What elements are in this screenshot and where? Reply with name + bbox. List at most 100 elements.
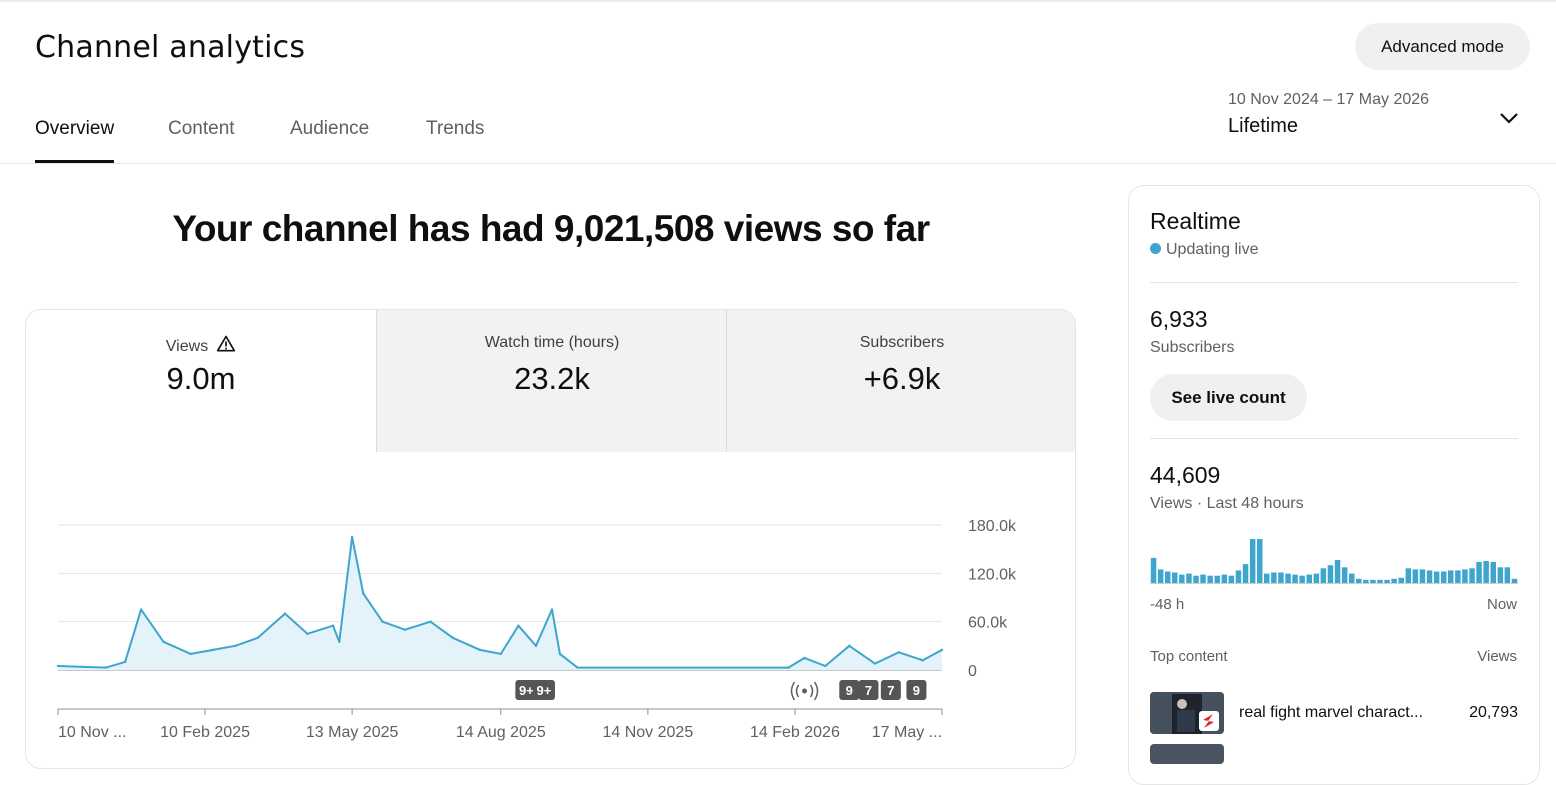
spark-bar <box>1214 575 1220 583</box>
upload-marker-label: 9 <box>846 683 853 698</box>
data-point <box>306 632 309 635</box>
data-point <box>162 640 165 644</box>
data-point <box>451 636 455 639</box>
spark-bar <box>1377 579 1383 583</box>
metric-views-tab[interactable]: Views 9.0m <box>26 310 376 452</box>
spark-bar <box>1165 571 1171 583</box>
realtime-divider <box>1150 438 1518 439</box>
realtime-views-value: 44,609 <box>1150 462 1221 488</box>
data-point <box>517 624 520 627</box>
spark-bar <box>1221 574 1228 583</box>
live-wave <box>795 684 814 698</box>
see-live-count-button[interactable]: See live count <box>1150 374 1307 421</box>
tab-content[interactable]: Content <box>168 118 235 139</box>
spark-bar <box>1200 574 1206 583</box>
spark-bar <box>1356 578 1362 583</box>
video-thumbnail[interactable] <box>1150 744 1224 764</box>
tab-overview[interactable]: Overview <box>35 118 115 139</box>
spark-bar <box>1186 573 1192 583</box>
realtime-views-label: Views · Last 48 hours <box>1150 495 1304 512</box>
metric-separator <box>376 310 377 452</box>
y-tick-label: 0 <box>968 663 977 680</box>
top-content-views: 20,793 <box>1469 704 1518 721</box>
spark-bar <box>1334 560 1341 583</box>
spark-bar <box>1469 568 1475 583</box>
warning-icon[interactable] <box>216 334 236 354</box>
spark-bar <box>1441 571 1447 583</box>
data-point <box>499 652 502 656</box>
date-range-label[interactable]: Lifetime <box>1228 115 1299 137</box>
live-dot <box>802 688 808 694</box>
y-tick-label: 60.0k <box>968 615 1008 632</box>
spark-bar <box>1497 567 1504 583</box>
spark-bar <box>1490 562 1496 583</box>
data-point <box>478 648 482 652</box>
spark-bar <box>1228 575 1235 583</box>
spark-bar <box>1405 568 1412 583</box>
data-point <box>558 652 562 656</box>
realtime-views-sparkline[interactable] <box>1150 534 1518 584</box>
data-point <box>940 648 944 652</box>
x-tick-label: 13 May 2025 <box>306 724 399 741</box>
metric-label-wrap: Views <box>26 334 376 356</box>
spark-bar <box>1412 569 1419 583</box>
shorts-icon <box>1203 714 1214 728</box>
active-tab-indicator <box>35 160 114 163</box>
metric-watch-time-tab[interactable]: Watch time (hours) 23.2k <box>377 310 727 452</box>
upload-marker <box>880 680 901 700</box>
spark-bar <box>1235 570 1242 583</box>
upload-marker <box>532 680 555 700</box>
top-border <box>0 0 1556 2</box>
spark-bar <box>1306 574 1312 583</box>
data-point <box>256 636 260 639</box>
top-content-title[interactable]: real fight marvel charact... <box>1239 704 1424 721</box>
metric-separator <box>726 310 727 452</box>
y-tick-label: 120.0k <box>968 566 1017 583</box>
x-tick-label: 10 Nov ... <box>58 724 126 741</box>
realtime-divider <box>1150 282 1518 283</box>
spark-bar <box>1341 567 1348 583</box>
upload-marker <box>515 680 538 700</box>
top-content-header: Top content <box>1150 648 1228 665</box>
spark-bar <box>1426 570 1433 583</box>
views-area <box>58 537 942 670</box>
data-point <box>189 652 192 656</box>
spark-bar <box>1299 575 1305 583</box>
top-content-item[interactable]: real fight marvel charact... 20,793 <box>1150 692 1518 735</box>
upload-marker-label: 7 <box>865 683 872 698</box>
data-point <box>803 656 806 660</box>
spark-bar <box>1320 568 1327 583</box>
advanced-mode-button[interactable]: Advanced mode <box>1355 23 1530 70</box>
spark-bar <box>1278 572 1284 583</box>
metric-subscribers-tab[interactable]: Subscribers +6.9k <box>727 310 1075 452</box>
spark-bar <box>1150 557 1157 583</box>
tab-audience[interactable]: Audience <box>290 118 370 139</box>
spark-bar <box>1292 574 1298 583</box>
realtime-subscribers-value: 6,933 <box>1150 306 1208 332</box>
data-point <box>897 651 901 654</box>
data-point <box>429 620 432 623</box>
data-point <box>873 662 877 665</box>
metric-subscribers-label: Subscribers <box>859 334 945 351</box>
views-line <box>57 536 943 669</box>
live-dot-icon <box>1150 243 1161 254</box>
chevron-down-icon[interactable] <box>1497 106 1521 130</box>
video-thumbnail[interactable] <box>1150 692 1224 734</box>
upload-marker <box>906 680 927 700</box>
spark-bar <box>1391 578 1397 583</box>
spark-bar <box>1242 564 1249 583</box>
tab-trends[interactable]: Trends <box>426 118 485 139</box>
spark-bar <box>1511 578 1518 583</box>
data-point <box>350 535 354 539</box>
data-point <box>534 644 538 648</box>
y-tick-label: 180.0k <box>968 518 1017 535</box>
sparkline-start-label: -48 h <box>1150 596 1185 613</box>
thumbnail-image <box>1150 692 1224 734</box>
metric-views-value: 9.0m <box>166 361 236 396</box>
spark-bar <box>1448 570 1454 583</box>
spark-bar <box>1313 573 1320 583</box>
views-headline: Your channel has had 9,021,508 views so … <box>172 208 930 249</box>
spark-bar <box>1455 570 1461 583</box>
date-range-dates[interactable]: 10 Nov 2024 – 17 May 2026 <box>1228 91 1430 108</box>
